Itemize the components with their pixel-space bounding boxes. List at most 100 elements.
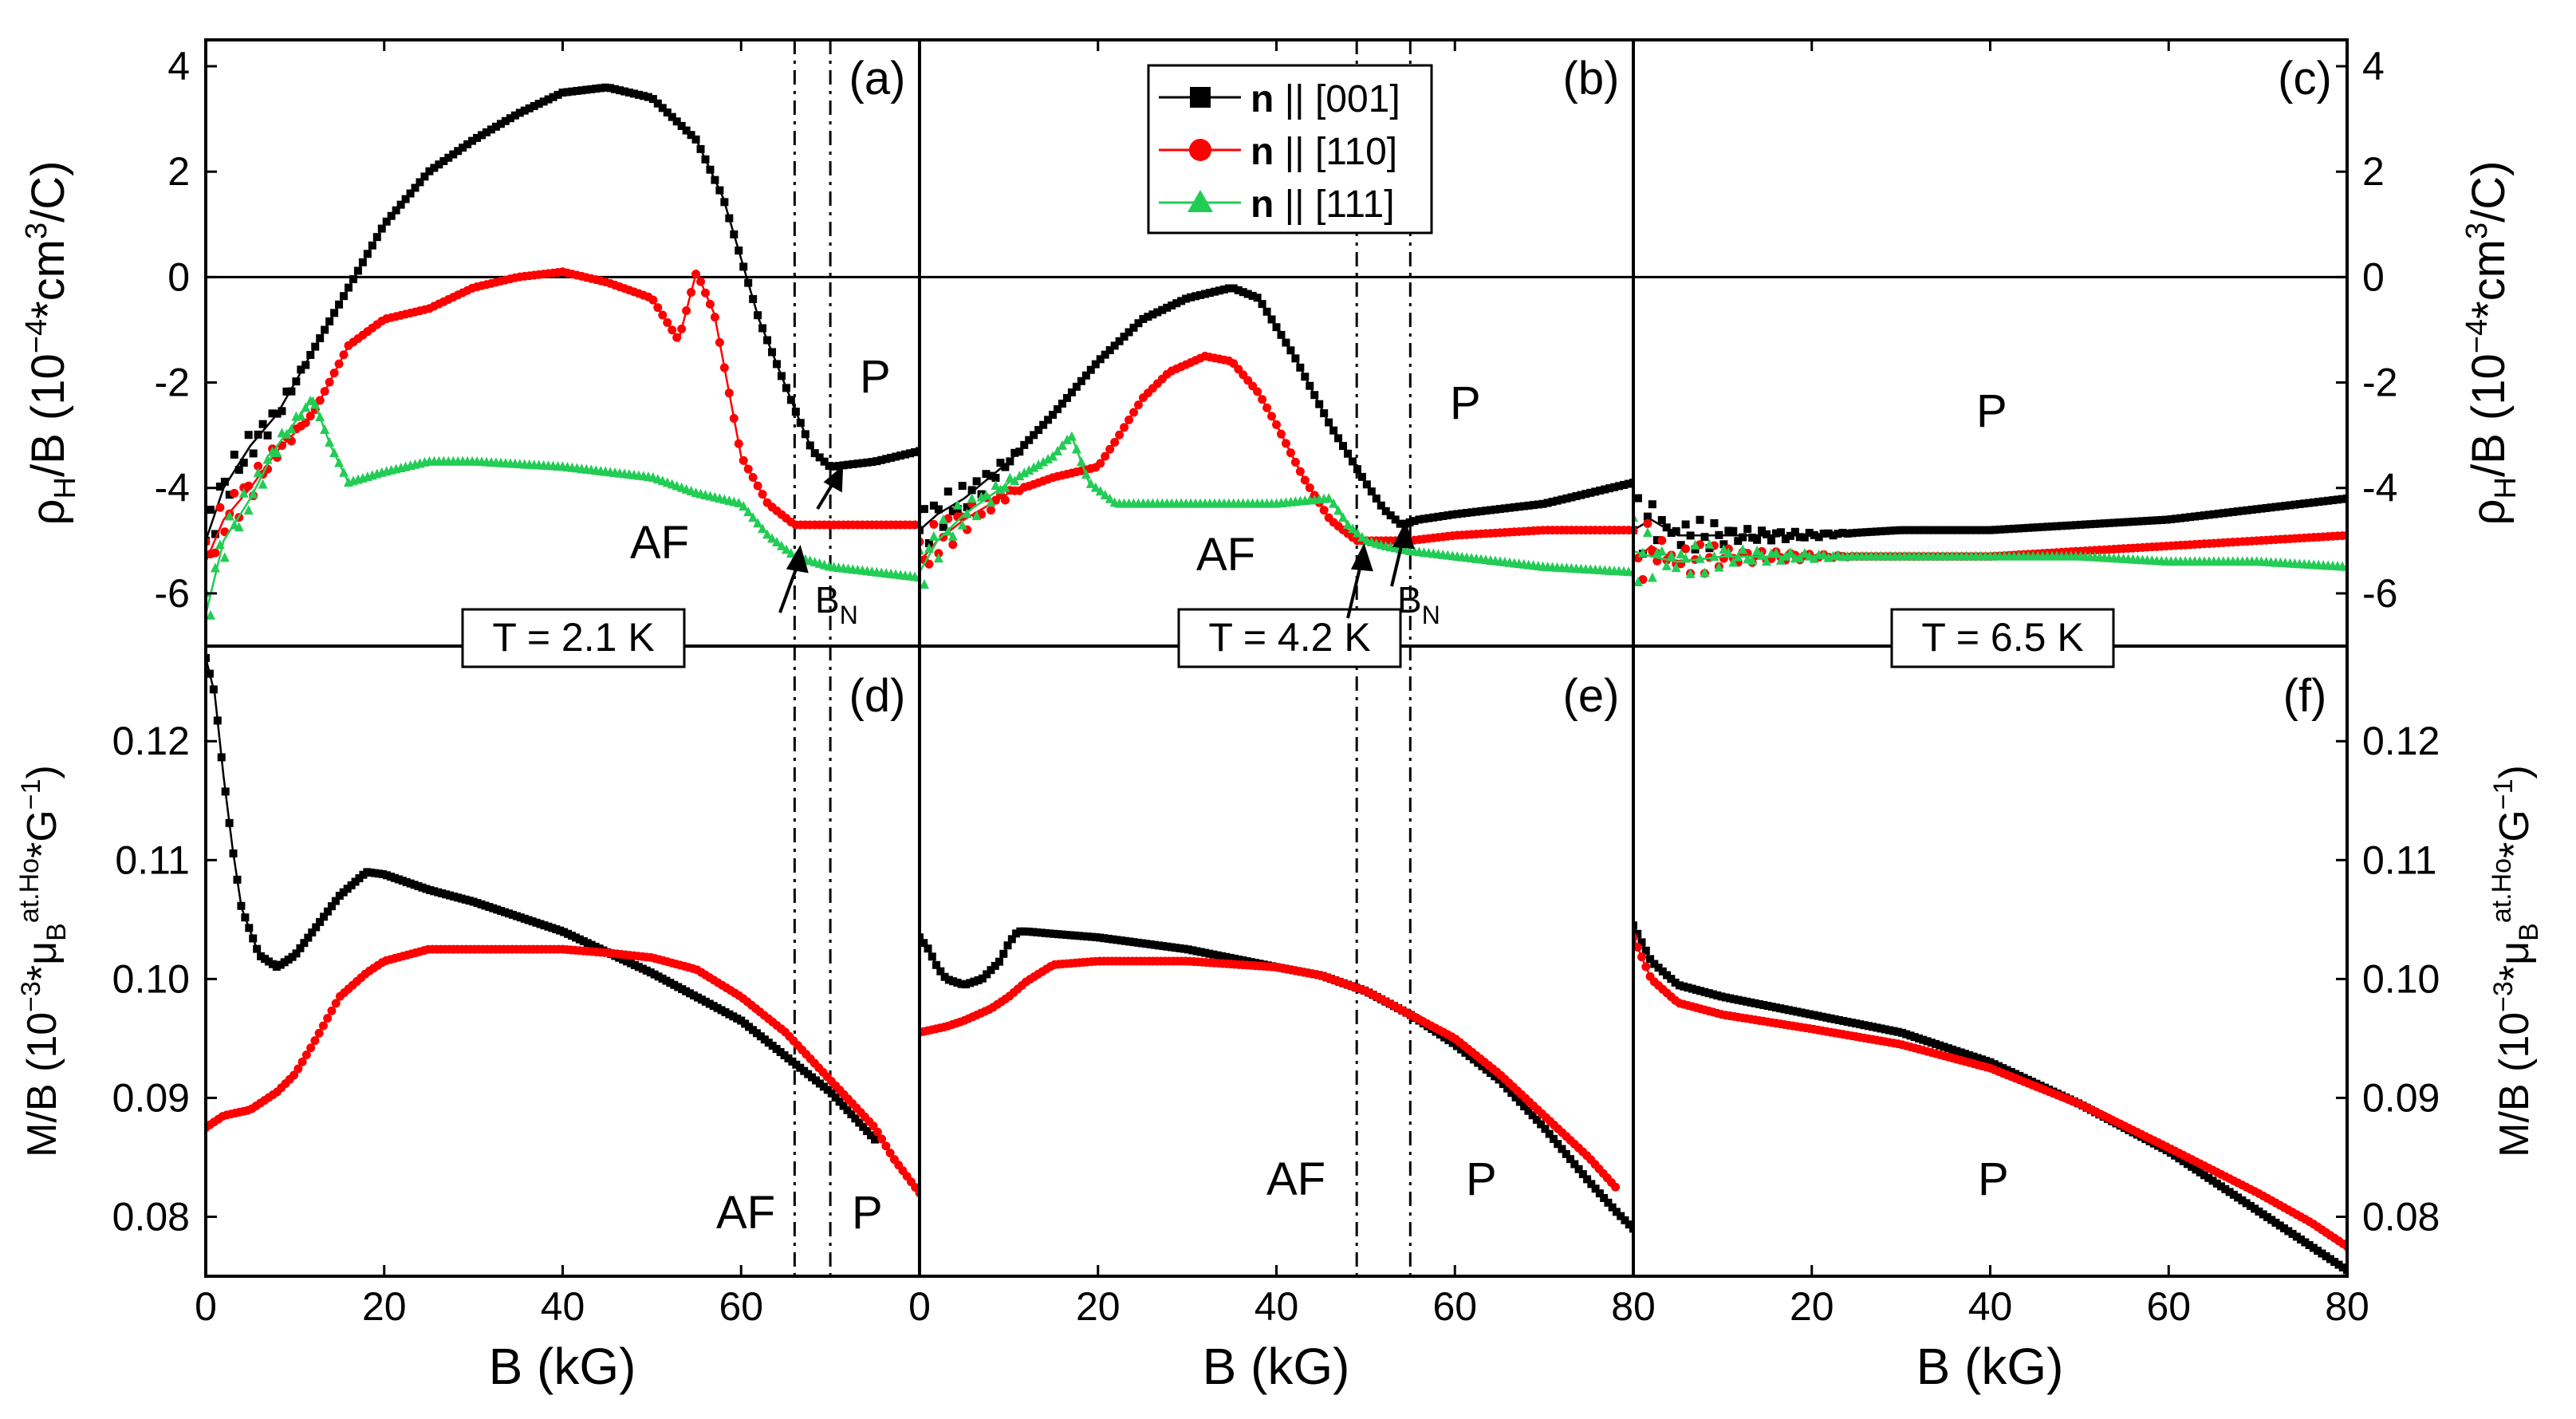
series-001 (206, 653, 880, 1144)
data-point (323, 1014, 333, 1023)
data-point (316, 334, 325, 343)
data-point (2114, 518, 2123, 527)
data-point (881, 1141, 891, 1151)
legend-item-110: n || [110] (1159, 131, 1397, 173)
ytick-label-left: -6 (155, 571, 190, 616)
data-point (1763, 1002, 1772, 1011)
data-point (1196, 948, 1205, 956)
data-point (1814, 533, 1823, 542)
data-point (425, 167, 434, 175)
data-point (1001, 463, 1010, 471)
data-point (1024, 465, 1034, 475)
data-point (304, 933, 313, 942)
data-point (1305, 483, 1314, 492)
data-point (748, 512, 758, 522)
data-point (1230, 954, 1239, 963)
temp-box-c: T = 6.5 K (1890, 608, 2115, 668)
data-point (943, 526, 953, 536)
data-point (241, 913, 250, 922)
data-point (763, 336, 772, 345)
arrow-head-b2 (1392, 520, 1415, 550)
data-point (1514, 503, 1523, 511)
data-point (1554, 1140, 1562, 1149)
data-point (1224, 284, 1233, 293)
ytick-label-right: -4 (2362, 466, 2397, 510)
data-point (991, 961, 999, 970)
data-point (1234, 286, 1243, 294)
xtick-label: 20 (1790, 1284, 1834, 1329)
data-point (1039, 420, 1048, 429)
data-point (1566, 1155, 1575, 1164)
data-point (1924, 526, 1932, 534)
data-point (936, 967, 945, 976)
data-point (1650, 960, 1659, 968)
data-point (1150, 940, 1159, 949)
data-point (292, 949, 301, 958)
axes-layer: -6 -6 -4 -4 -2 -2 0 0 2 2 4 4 0.08 0.08 0.09 0.09 0.10 0.… (112, 40, 2440, 1329)
data-point (734, 497, 744, 507)
data-point (1629, 479, 1633, 487)
data-point (363, 250, 372, 258)
data-point (2310, 498, 2318, 507)
data-point (1591, 487, 1600, 496)
data-point (213, 716, 222, 725)
data-point (1928, 526, 1937, 534)
data-point (1776, 528, 1785, 537)
data-point (297, 1057, 307, 1066)
data-point (368, 241, 376, 250)
data-point (1843, 529, 1852, 538)
data-point (2100, 519, 2109, 528)
data-point (301, 1050, 311, 1059)
data-point (1790, 527, 1799, 536)
data-point (1629, 1224, 1633, 1233)
data-point (1657, 536, 1667, 546)
data-point (530, 102, 538, 111)
data-point (2225, 1188, 2234, 1196)
data-point (320, 424, 330, 435)
data-point (305, 412, 315, 421)
data-point (1010, 448, 1019, 457)
data-point (2297, 1235, 2306, 1244)
data-point (867, 1131, 876, 1140)
data-point (1574, 1165, 1583, 1173)
data-point (286, 424, 297, 434)
data-point (868, 458, 876, 467)
data-point (2196, 1168, 2204, 1177)
data-point (1800, 533, 1809, 542)
ytick-label-left: 0.12 (112, 719, 190, 763)
data-point (1133, 938, 1142, 947)
data-point (1681, 520, 1690, 529)
data-point (1637, 547, 1648, 558)
data-point (1864, 1022, 1873, 1031)
data-point (2305, 499, 2314, 507)
data-point (831, 1093, 840, 1102)
data-point (483, 128, 491, 136)
xtick-label: 60 (2146, 1284, 2191, 1329)
data-point (2257, 504, 2266, 513)
data-point (668, 325, 677, 335)
data-point (2172, 514, 2180, 523)
ytick-label-right: 0.10 (2362, 956, 2440, 1001)
data-point (1012, 929, 1021, 938)
data-point (1235, 955, 1243, 964)
data-point (1429, 513, 1438, 522)
data-point (1986, 1058, 1995, 1066)
legend-marker-circle (1189, 139, 1211, 161)
data-point (1033, 928, 1042, 936)
data-point (1030, 431, 1038, 439)
data-point (724, 388, 734, 398)
data-point (211, 548, 220, 558)
data-point (691, 270, 701, 279)
data-point (1780, 1005, 1789, 1014)
data-point (911, 447, 920, 456)
data-point (958, 482, 967, 491)
data-point (920, 505, 928, 514)
data-point (944, 976, 953, 984)
data-point (611, 85, 620, 93)
data-point (711, 175, 719, 184)
data-point (310, 399, 321, 409)
data-point (1300, 475, 1310, 485)
data-point (1172, 944, 1180, 952)
data-point (1138, 939, 1147, 948)
data-point (1125, 415, 1134, 424)
